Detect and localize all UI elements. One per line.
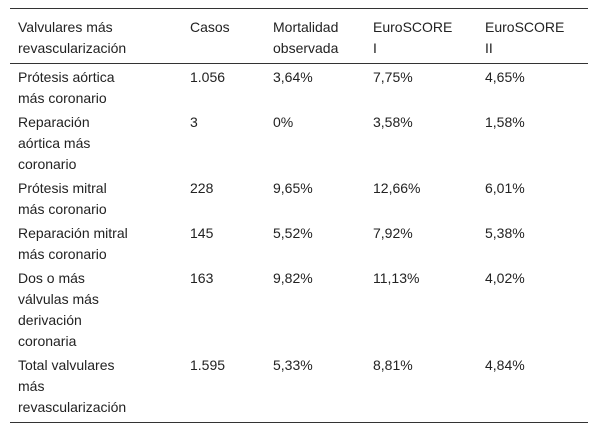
table-cell: 6,01%: [477, 175, 588, 220]
table-cell: 7,75%: [365, 64, 477, 110]
header-row: Valvulares más revascularización Casos Mort…: [10, 8, 588, 64]
table-cell: 1,58%: [477, 109, 588, 175]
cell-line: EuroSCORE: [373, 19, 453, 35]
table-row: Total valvulares más revascularización 1.59…: [10, 352, 588, 423]
table-cell: 5,52%: [265, 220, 365, 265]
header-cell: Valvulares más revascularización: [10, 8, 182, 64]
table-cell: 7,92%: [365, 220, 477, 265]
table-cell: 4,02%: [477, 265, 588, 352]
table-cell: 12,66%: [365, 175, 477, 220]
data-table: Valvulares más revascularización Casos Mort…: [10, 8, 588, 423]
cell-line: derivación: [18, 312, 82, 328]
cell-line: 4,65%: [485, 69, 525, 85]
table-cell: 9,82%: [265, 265, 365, 352]
table-row: Prótesis mitral más coronario 228 9,65% 12,6…: [10, 175, 588, 220]
cell-line: 0%: [273, 114, 294, 130]
cell-line: 163: [190, 270, 214, 286]
cell-line: Casos: [190, 19, 230, 35]
header-cell: EuroSCORE II: [477, 8, 588, 64]
cell-line: 6,01%: [485, 180, 525, 196]
table-cell: 145: [182, 220, 265, 265]
cell-line: Reparación: [18, 114, 90, 130]
cell-line: revascularización: [18, 40, 127, 56]
cell-line: II: [485, 40, 493, 56]
table-cell: Dos o más válvulas más derivación coronaria: [10, 265, 182, 352]
table-body: Prótesis aórtica más coronario 1.056 3,64% 7…: [10, 64, 588, 423]
table-cell: 1.595: [182, 352, 265, 423]
cell-line: aórtica más: [18, 135, 91, 151]
cell-line: observada: [273, 40, 339, 56]
cell-line: 5,38%: [485, 225, 525, 241]
table-cell: Prótesis aórtica más coronario: [10, 64, 182, 110]
cell-line: 5,52%: [273, 225, 313, 241]
table-cell: 3,58%: [365, 109, 477, 175]
cell-line: más: [18, 378, 45, 394]
cell-line: 3,58%: [373, 114, 413, 130]
cell-line: 3,64%: [273, 69, 313, 85]
header-cell: Mortalidad observada: [265, 8, 365, 64]
cell-line: más coronario: [18, 201, 107, 217]
table-cell: 163: [182, 265, 265, 352]
cell-line: 1.595: [190, 357, 226, 373]
table-cell: 1.056: [182, 64, 265, 110]
table-cell: 0%: [265, 109, 365, 175]
table-cell: 11,13%: [365, 265, 477, 352]
cell-line: 7,75%: [373, 69, 413, 85]
cell-line: 3: [190, 114, 198, 130]
cell-line: Prótesis mitral: [18, 180, 107, 196]
table-cell: 5,38%: [477, 220, 588, 265]
table-cell: Reparación mitral más coronario: [10, 220, 182, 265]
cell-line: revascularización: [18, 399, 127, 415]
cell-line: 4,02%: [485, 270, 525, 286]
cell-line: más coronario: [18, 90, 107, 106]
cell-line: EuroSCORE: [485, 19, 565, 35]
cell-line: 12,66%: [373, 180, 421, 196]
cell-line: Reparación mitral: [18, 225, 128, 241]
table-cell: Prótesis mitral más coronario: [10, 175, 182, 220]
table-row: Dos o más válvulas más derivación coronaria…: [10, 265, 588, 352]
table-cell: 228: [182, 175, 265, 220]
table-cell: 9,65%: [265, 175, 365, 220]
cell-line: 9,65%: [273, 180, 313, 196]
header-cell: Casos: [182, 8, 265, 64]
cell-line: más coronario: [18, 246, 107, 262]
cell-line: 145: [190, 225, 214, 241]
table-cell: 5,33%: [265, 352, 365, 423]
table-header: Valvulares más revascularización Casos Mort…: [10, 8, 588, 64]
cell-line: 7,92%: [373, 225, 413, 241]
cell-line: Valvulares más: [18, 19, 113, 35]
cell-line: 8,81%: [373, 357, 413, 373]
cell-line: 1,58%: [485, 114, 525, 130]
table-cell: 3: [182, 109, 265, 175]
cell-line: 11,13%: [373, 270, 420, 286]
cell-line: Prótesis aórtica: [18, 69, 115, 85]
cell-line: Total valvulares: [18, 357, 115, 373]
table-row: Reparación aórtica más coronario 3 0% 3,58% 1,…: [10, 109, 588, 175]
cell-line: I: [373, 40, 377, 56]
cell-line: coronaria: [18, 333, 77, 349]
table-cell: 3,64%: [265, 64, 365, 110]
cell-line: 1.056: [190, 69, 226, 85]
table-cell: 4,84%: [477, 352, 588, 423]
cell-line: válvulas más: [18, 291, 99, 307]
table-row: Reparación mitral más coronario 145 5,52% 7,…: [10, 220, 588, 265]
cell-line: 9,82%: [273, 270, 313, 286]
cell-line: 5,33%: [273, 357, 313, 373]
cell-line: 228: [190, 180, 214, 196]
table-cell: Total valvulares más revascularización: [10, 352, 182, 423]
cell-line: Dos o más: [18, 270, 85, 286]
cell-line: coronario: [18, 156, 77, 172]
table-cell: 4,65%: [477, 64, 588, 110]
table-cell: Reparación aórtica más coronario: [10, 109, 182, 175]
table-cell: 8,81%: [365, 352, 477, 423]
header-cell: EuroSCORE I: [365, 8, 477, 64]
table-row: Prótesis aórtica más coronario 1.056 3,64% 7…: [10, 64, 588, 110]
cell-line: 4,84%: [485, 357, 525, 373]
cell-line: Mortalidad: [273, 19, 339, 35]
